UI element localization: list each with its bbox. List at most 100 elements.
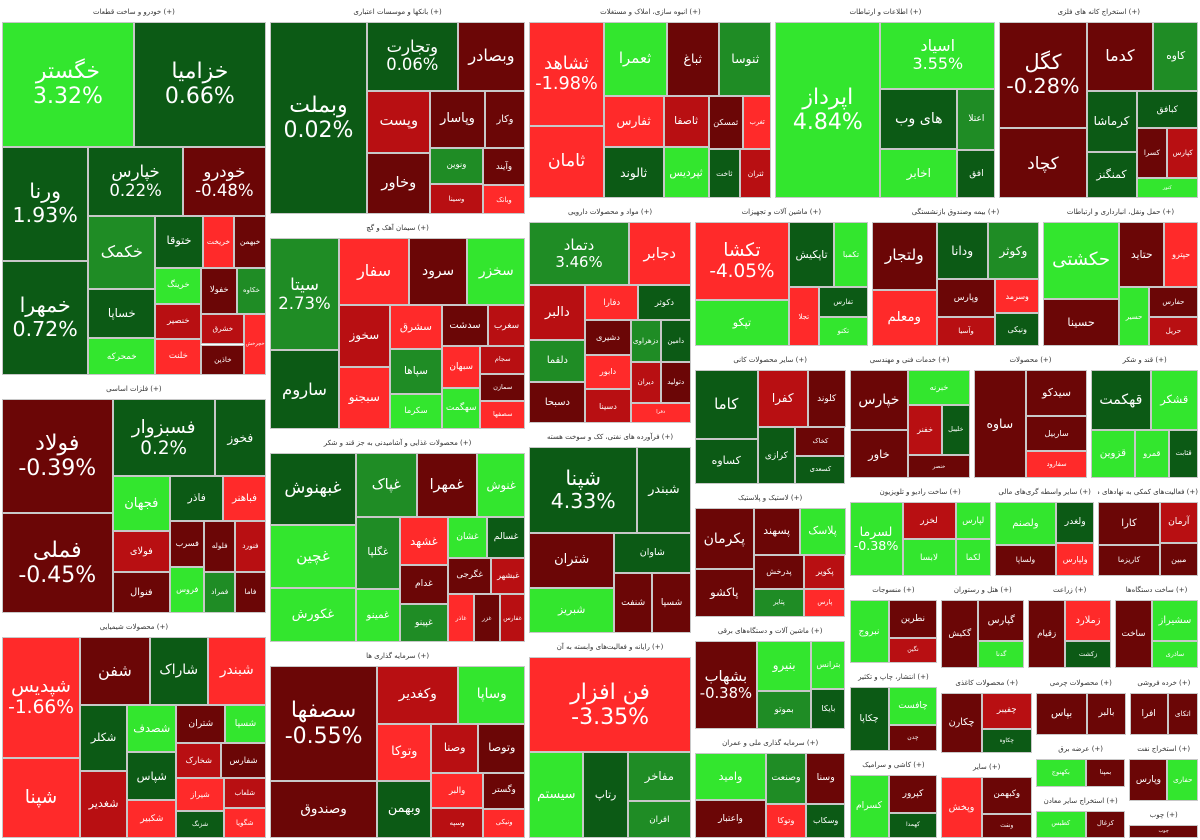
stock-tile[interactable]: تاپکیش (789, 222, 835, 288)
stock-tile[interactable]: سیتا 2.73% (269, 238, 340, 351)
stock-tile[interactable]: پاکشو (694, 568, 754, 617)
stock-tile[interactable]: پدرخش (753, 554, 805, 589)
stock-tile[interactable]: نبروج (849, 600, 889, 664)
stock-tile[interactable]: غپینو (399, 603, 449, 643)
stock-tile[interactable]: چافست (888, 687, 938, 726)
stock-tile[interactable]: ثاخت (708, 149, 740, 199)
stock-tile[interactable]: سپاها (389, 349, 443, 394)
stock-tile[interactable]: وپارس (1129, 759, 1168, 802)
stock-tile[interactable]: وبهمن (377, 780, 432, 838)
stock-tile[interactable]: چکاپا (849, 687, 889, 751)
stock-tile[interactable]: گکیش (941, 600, 979, 669)
stock-tile[interactable]: تفارس (818, 287, 868, 317)
sector-header[interactable]: (+) محصولات (973, 350, 1088, 371)
stock-tile[interactable]: بنیرو (756, 640, 812, 692)
sector-header[interactable]: (+) فرآورده های نفتی، کک و سوخت هسته (529, 427, 691, 448)
stock-tile[interactable]: شغدیر (80, 771, 128, 838)
sector-header[interactable]: (+) محصولات چرمی (1035, 672, 1126, 693)
stock-tile[interactable]: لکما (955, 539, 991, 577)
stock-tile[interactable]: وصنا (431, 723, 479, 773)
stock-tile[interactable]: ثباغ (666, 22, 720, 96)
stock-tile[interactable]: خاور (849, 430, 909, 479)
stock-tile[interactable]: وکوثر (987, 222, 1039, 280)
stock-tile[interactable]: دجابر (628, 222, 691, 285)
stock-tile[interactable]: ثفارس (603, 95, 664, 147)
stock-tile[interactable]: سبهان (442, 346, 481, 388)
stock-tile[interactable]: وصنعت (766, 752, 806, 804)
stock-tile[interactable]: چکارن (941, 692, 982, 754)
stock-tile[interactable]: وکغدیر (377, 666, 459, 724)
stock-tile[interactable]: نگین (888, 638, 938, 664)
stock-tile[interactable]: اسیاد 3.55% (880, 22, 996, 89)
stock-tile[interactable]: اعتلا (957, 88, 996, 150)
stock-tile[interactable]: بپاس (1035, 692, 1088, 735)
stock-tile[interactable]: وپاسار (430, 90, 485, 149)
sector-header[interactable]: (+) محصولات غذایی و آشامیدنی به جز قند و… (269, 432, 526, 453)
stock-tile[interactable]: خپارس (849, 370, 909, 431)
stock-tile[interactable]: خمحرکه (88, 338, 156, 376)
stock-tile[interactable]: زکشت (1065, 641, 1112, 669)
stock-tile[interactable]: پارس (804, 589, 846, 617)
stock-tile[interactable]: کچاد (999, 127, 1087, 199)
sector-header[interactable]: (+) سایر (941, 757, 1032, 778)
stock-tile[interactable]: لپارس (955, 502, 991, 540)
stock-tile[interactable]: وپست (367, 90, 431, 153)
sector-header[interactable]: (+) استخراج نفت (1129, 739, 1198, 760)
sector-header[interactable]: (+) حمل ونقل، انبارداری و ارتباطات (1042, 202, 1198, 223)
stock-tile[interactable]: پتایر (753, 588, 805, 617)
stock-tile[interactable]: فملی -0.45% (2, 513, 113, 614)
stock-tile[interactable]: وپارس (936, 279, 996, 317)
stock-tile[interactable]: خبهمن (234, 215, 266, 268)
stock-tile[interactable]: ونوین (430, 148, 483, 185)
stock-tile[interactable]: واعتبار (694, 800, 767, 838)
stock-tile[interactable]: شپاس (127, 752, 177, 800)
sector-header[interactable]: (+) استخراج سایر معادن (1035, 790, 1126, 811)
stock-tile[interactable]: خکمک (88, 215, 156, 290)
stock-tile[interactable]: تکمبا (834, 222, 868, 288)
sector-header[interactable]: (+) هتل و رستوران (941, 580, 1025, 601)
stock-tile[interactable]: فاما (235, 572, 266, 614)
stock-tile[interactable]: ثنوسا (719, 22, 772, 96)
stock-tile[interactable]: بموتو (756, 691, 812, 729)
stock-tile[interactable]: شیراز (176, 778, 224, 812)
stock-tile[interactable]: وتوصا (478, 723, 526, 773)
stock-tile[interactable]: سصفها (480, 401, 526, 429)
stock-tile[interactable]: سرود (409, 238, 468, 306)
stock-tile[interactable]: غکورش (269, 588, 357, 643)
stock-tile[interactable]: غمینو (356, 588, 400, 643)
stock-tile[interactable]: شپدیس -1.66% (2, 637, 81, 758)
sector-header[interactable]: (+) سایر محصولات کانی (694, 350, 846, 371)
stock-tile[interactable]: حفارس (1148, 287, 1198, 317)
stock-tile[interactable]: وصندوق (269, 780, 378, 838)
stock-tile[interactable]: لسرما -0.38% (849, 502, 903, 577)
stock-tile[interactable]: شاراک (149, 637, 208, 705)
stock-tile[interactable]: اپرداز 4.84% (775, 22, 881, 199)
stock-tile[interactable]: خکاوه (237, 268, 266, 314)
stock-tile[interactable]: وکار (484, 90, 526, 149)
stock-tile[interactable]: شپنا 4.33% (529, 447, 637, 534)
stock-tile[interactable]: غبهنوش (269, 452, 357, 526)
stock-tile[interactable]: خپارس 0.22% (88, 146, 183, 216)
sector-header[interactable]: (+) بیمه وصندوق بازنشستگی (871, 202, 1039, 223)
stock-tile[interactable]: لخزر (902, 502, 956, 540)
stock-tile[interactable]: شفارس (221, 743, 266, 779)
stock-tile[interactable]: فنورد (235, 520, 266, 573)
sector-header[interactable]: (+) سرمایه گذاری ملی و عمران (694, 732, 846, 753)
stock-tile[interactable]: خشرق (201, 313, 245, 345)
stock-tile[interactable]: کپارس (1167, 128, 1198, 179)
stock-tile[interactable]: ختوقا (155, 215, 203, 268)
stock-tile[interactable]: حریل (1148, 316, 1198, 347)
stock-tile[interactable]: خریخت (202, 215, 235, 268)
stock-tile[interactable]: فن افزار -3.35% (529, 657, 691, 753)
stock-tile[interactable]: سکرما (389, 393, 443, 429)
sector-header[interactable]: (+) بانکها و موسسات اعتباری (269, 2, 526, 22)
stock-tile[interactable]: وپخش (941, 777, 982, 838)
sector-header[interactable]: (+) رایانه و فعالیت‌های وابسته به آن (529, 637, 691, 658)
stock-tile[interactable]: بالبر (1087, 692, 1126, 735)
sector-header[interactable]: (+) انتشار، چاپ و تکثیر (849, 667, 938, 688)
sector-header[interactable]: (+) انبوه سازی، املاک و مستغلات (529, 2, 772, 22)
stock-tile[interactable]: خرینگ (155, 268, 202, 304)
stock-tile[interactable]: پسهند (753, 508, 800, 555)
stock-tile[interactable]: شبندر (207, 637, 266, 705)
stock-tile[interactable]: ساروم (269, 350, 340, 429)
